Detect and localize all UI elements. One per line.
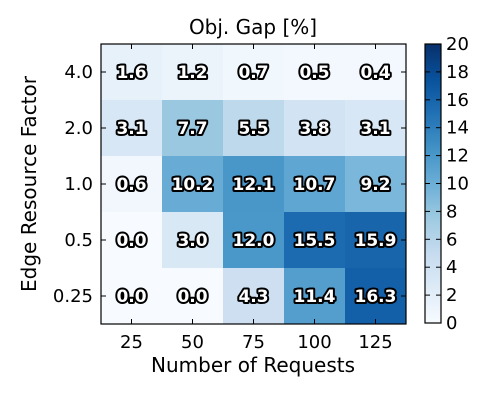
- cell-value-label-r2-c1: 10.2: [172, 175, 214, 195]
- cell-value-label-r0-c0: 1.6: [116, 63, 146, 83]
- colorbar-tick-label: 0: [446, 313, 457, 334]
- cell-value-label-r1-c4: 3.1: [360, 119, 390, 139]
- heatmap-cell-r1-c2: [223, 100, 285, 157]
- x-axis-label: Number of Requests: [151, 353, 355, 377]
- colorbar: 0 2 4 6 8 10 12 14 16 18 20: [424, 34, 469, 334]
- x-tick-label: 125: [358, 332, 392, 353]
- cell-value-label-r2-c3: 10.7: [294, 175, 336, 195]
- cell-value-label-r4-c2: 4.3: [238, 287, 268, 307]
- y-tick-label: 2.0: [64, 118, 93, 139]
- chart-title: Obj. Gap [%]: [189, 15, 317, 39]
- cell-value-label-r0-c1: 1.2: [177, 63, 207, 83]
- heatmap-cell-r0-c3: [284, 44, 346, 101]
- cell-value-label-r1-c1: 7.7: [177, 119, 207, 139]
- heatmap-cell-r0-c0: [101, 44, 163, 101]
- cell-value-label-r3-c1: 3.0: [177, 231, 207, 251]
- y-tick-label: 4.0: [64, 62, 93, 83]
- y-tick-label: 0.5: [64, 230, 93, 251]
- x-tick-label: 75: [242, 332, 265, 353]
- heatmap-cells: [101, 44, 407, 325]
- cell-value-labels: 1.6 1.2 0.7 0.5 0.4 3.1 7.7 5.5 3.8 3.1 0.6 10.2 12.…: [114, 61, 398, 309]
- cell-value-label-r3-c3: 15.5: [294, 231, 336, 251]
- x-tick-label: 50: [181, 332, 204, 353]
- heatmap-cell-r2-c2: [223, 156, 285, 213]
- cell-value-label-r1-c3: 3.8: [299, 119, 329, 139]
- heatmap-cell-r0-c4: [345, 44, 407, 101]
- heatmap-cell-r3-c1: [162, 212, 224, 269]
- heatmap-cell-r1-c3: [284, 100, 346, 157]
- heatmap-cell-r3-c3: [284, 212, 346, 269]
- colorbar-tick-label: 2: [446, 285, 457, 306]
- heatmap-cell-r4-c4: [345, 268, 407, 325]
- x-tick-label: 25: [120, 332, 143, 353]
- colorbar-tick-label: 14: [446, 118, 469, 139]
- heatmap-cell-r0-c2: [223, 44, 285, 101]
- heatmap-cell-r2-c4: [345, 156, 407, 213]
- cell-value-label-r3-c4: 15.9: [355, 231, 397, 251]
- cell-value-label-r0-c4: 0.4: [360, 63, 390, 83]
- heatmap-cell-r4-c1: [162, 268, 224, 325]
- colorbar-tick-label: 6: [446, 229, 457, 250]
- heatmap-cell-r1-c0: [101, 100, 163, 157]
- cell-value-label-r0-c3: 0.5: [299, 63, 329, 83]
- colorbar-tick-label: 18: [446, 62, 469, 83]
- cell-value-label-r1-c2: 5.5: [238, 119, 268, 139]
- cell-value-label-r2-c2: 12.1: [233, 175, 275, 195]
- cell-value-label-r4-c3: 11.4: [294, 287, 336, 307]
- heatmap-cell-r3-c2: [223, 212, 285, 269]
- colorbar-tick-label: 12: [446, 146, 469, 167]
- colorbar-ticks: 0 2 4 6 8 10 12 14 16 18 20: [425, 34, 469, 334]
- heatmap-cell-r2-c3: [284, 156, 346, 213]
- cell-value-label-r4-c0: 0.0: [116, 287, 146, 307]
- cell-value-label-r3-c0: 0.0: [116, 231, 146, 251]
- heatmap-cell-r4-c0: [101, 268, 163, 325]
- heatmap-cell-r4-c3: [284, 268, 346, 325]
- cell-value-label-r1-c0: 3.1: [116, 119, 146, 139]
- y-tick-label: 0.25: [53, 286, 93, 307]
- x-tick-label: 100: [297, 332, 331, 353]
- colorbar-tick-label: 20: [446, 34, 469, 55]
- heatmap-cell-r1-c1: [162, 100, 224, 157]
- colorbar-tick-label: 8: [446, 201, 457, 222]
- heatmap-cell-r4-c2: [223, 268, 285, 325]
- colorbar-tick-label: 4: [446, 257, 457, 278]
- y-tick-label: 1.0: [64, 174, 93, 195]
- axis-ticks: 25 50 75 100 125 4.0 2.0 1.0 0.5 0.25: [53, 44, 406, 353]
- heatmap-cell-r1-c4: [345, 100, 407, 157]
- y-axis-label: Edge Resource Factor: [17, 75, 41, 292]
- cell-value-label-r2-c4: 9.2: [360, 175, 390, 195]
- cell-value-label-r4-c1: 0.0: [177, 287, 207, 307]
- heatmap-cell-r2-c1: [162, 156, 224, 213]
- heatmap-cell-r2-c0: [101, 156, 163, 213]
- colorbar-tick-label: 10: [446, 174, 469, 195]
- colorbar-tick-label: 16: [446, 90, 469, 111]
- cell-value-label-r3-c2: 12.0: [233, 231, 275, 251]
- cell-value-label-r0-c2: 0.7: [238, 63, 268, 83]
- heatmap-cell-r3-c4: [345, 212, 407, 269]
- heatmap-cell-r0-c1: [162, 44, 224, 101]
- heatmap-cell-r3-c0: [101, 212, 163, 269]
- cell-value-label-r2-c0: 0.6: [116, 175, 146, 195]
- cell-value-label-r4-c4: 16.3: [355, 287, 397, 307]
